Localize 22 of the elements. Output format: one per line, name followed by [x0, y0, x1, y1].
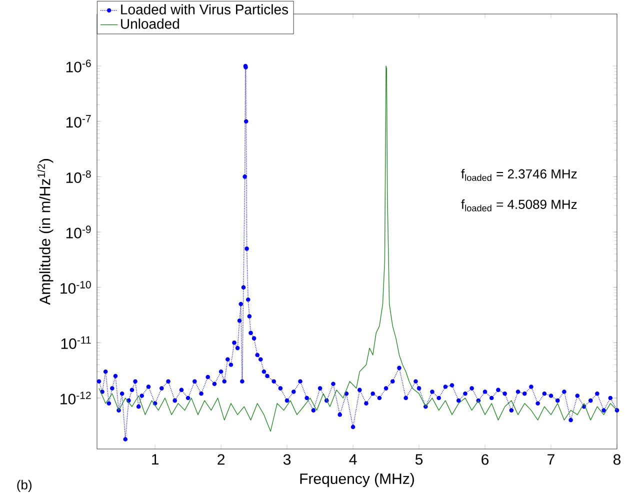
text: (b) — [17, 480, 32, 492]
x-tick-label: 4 — [349, 454, 357, 465]
y-tick-label: 10$^{-9}$ — [66, 226, 91, 238]
y-tick-label: 10$^{-7}$ — [66, 115, 91, 128]
y-tick-label: 10$^{-12}$ — [60, 392, 91, 404]
annotation: f$_{loaded}$ = 4.5089 MHz — [461, 199, 577, 212]
y-tick-label: 10$^{-10}$ — [60, 281, 91, 294]
x-tick-label: 2 — [218, 454, 224, 465]
legend-label: Unloaded — [121, 18, 179, 29]
y-tick-label: 10$^{-11}$ — [61, 336, 91, 349]
legend-label: Loaded with Virus Particles — [121, 4, 288, 14]
annotation: f$_{loaded}$ = 2.3746 MHz — [461, 168, 577, 181]
y-tick-label: 10$^{-6}$ — [66, 60, 91, 72]
y-tick-label: 10$^{-8}$ — [66, 170, 91, 184]
x-axis-title: Frequency (MHz) — [300, 473, 414, 487]
y-axis-title: Amplitude (in m/Hz$^{1/2}$) — [37, 159, 54, 305]
x-tick-label: 8 — [613, 454, 621, 465]
x-tick-label: 1 — [152, 454, 159, 465]
x-tick-label: 5 — [415, 454, 423, 465]
x-tick-label: 6 — [482, 454, 489, 465]
x-tick-label: 7 — [548, 454, 554, 465]
x-tick-label: 3 — [283, 454, 291, 465]
